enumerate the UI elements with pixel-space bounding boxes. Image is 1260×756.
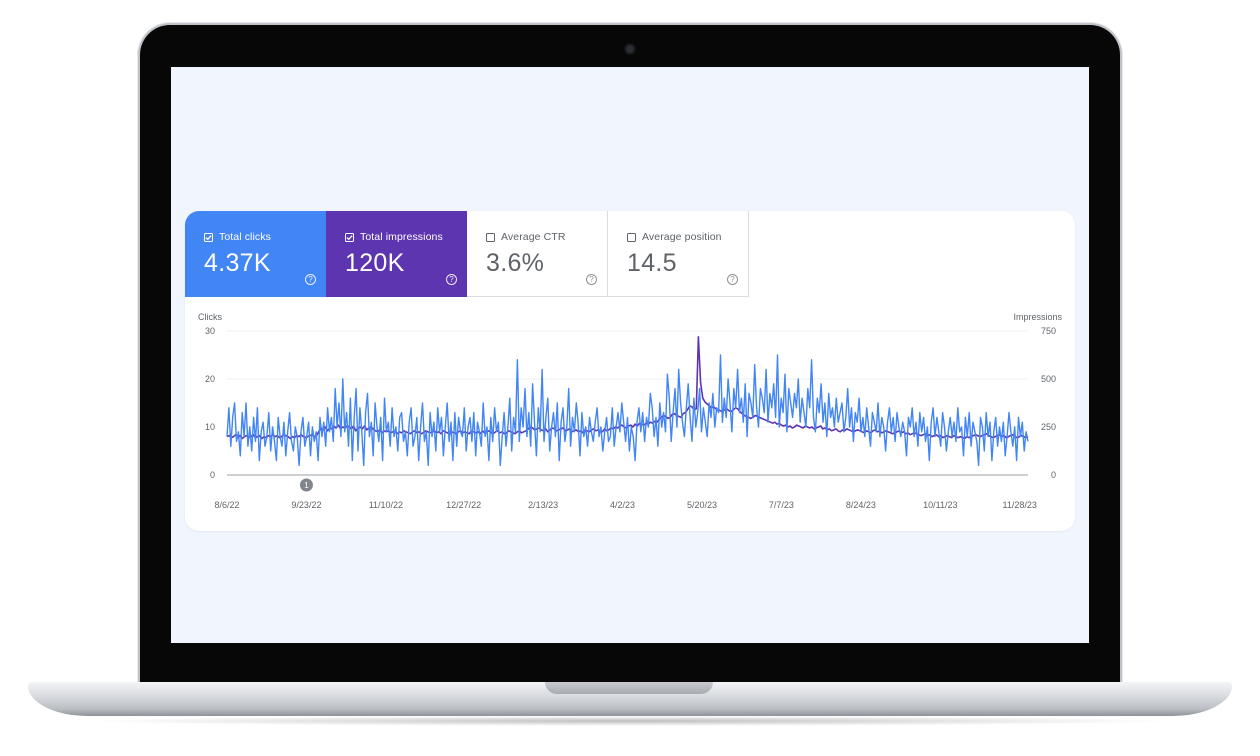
performance-chart[interactable]: Clicks Impressions 30 20 10 0 750 500 250 0 8/… [185,307,1075,527]
x-tick-label: 9/23/22 [291,500,321,510]
x-tick-label: 2/13/23 [528,500,558,510]
x-tick-label: 8/24/23 [846,500,876,510]
y-tick-right: 500 [1041,374,1056,384]
laptop-shadow [80,716,1180,726]
x-tick-label: 11/28/23 [1003,500,1037,510]
performance-card: Total clicks 4.37K ? Total impressions 1… [185,211,1075,531]
x-tick-label: 4/2/23 [610,500,635,510]
y-axis-right-label: Impressions [1013,312,1062,322]
annotation-label: 1 [304,481,309,490]
metric-total-impressions[interactable]: Total impressions 120K ? [326,211,467,297]
y-axis-left-label: Clicks [198,312,222,322]
y-tick-left: 10 [205,422,215,432]
x-tick-label: 7/7/23 [769,500,794,510]
x-tick-label: 5/20/23 [687,500,717,510]
x-tick-label: 8/6/22 [214,500,239,510]
help-icon[interactable]: ? [305,274,316,285]
y-tick-right: 0 [1051,470,1056,480]
checkbox-checked-icon[interactable] [204,232,213,242]
y-tick-right: 250 [1041,422,1056,432]
annotation-marker[interactable] [299,478,313,492]
checkbox-unchecked-icon[interactable] [627,232,636,242]
webcam-icon [626,45,634,53]
metric-label: Total impressions [360,231,443,243]
y-tick-right: 750 [1041,326,1056,336]
metric-label: Total clicks [219,231,271,243]
metric-value: 120K [345,249,405,277]
metric-value: 4.37K [204,249,271,277]
y-tick-left: 0 [210,470,215,480]
help-icon[interactable]: ? [586,274,597,285]
clicks-series-line [226,354,1029,467]
metric-label: Average CTR [501,231,566,243]
x-tick-label: 12/27/22 [446,500,481,510]
x-tick-label: 11/10/22 [369,500,403,510]
metric-average-ctr[interactable]: Average CTR 3.6% ? [467,211,608,297]
metric-total-clicks[interactable]: Total clicks 4.37K ? [185,211,326,297]
laptop-notch [545,682,713,694]
metric-value: 3.6% [486,249,545,277]
metric-average-position[interactable]: Average position 14.5 ? [608,211,749,297]
metric-label: Average position [642,231,722,243]
x-tick-label: 10/11/23 [923,500,957,510]
help-icon[interactable]: ? [727,274,738,285]
y-tick-left: 30 [205,326,215,336]
y-tick-left: 20 [205,374,215,384]
laptop-screen: Total clicks 4.37K ? Total impressions 1… [171,67,1089,643]
checkbox-checked-icon[interactable] [345,232,354,242]
help-icon[interactable]: ? [446,274,457,285]
metric-value: 14.5 [627,249,677,277]
checkbox-unchecked-icon[interactable] [486,232,495,242]
